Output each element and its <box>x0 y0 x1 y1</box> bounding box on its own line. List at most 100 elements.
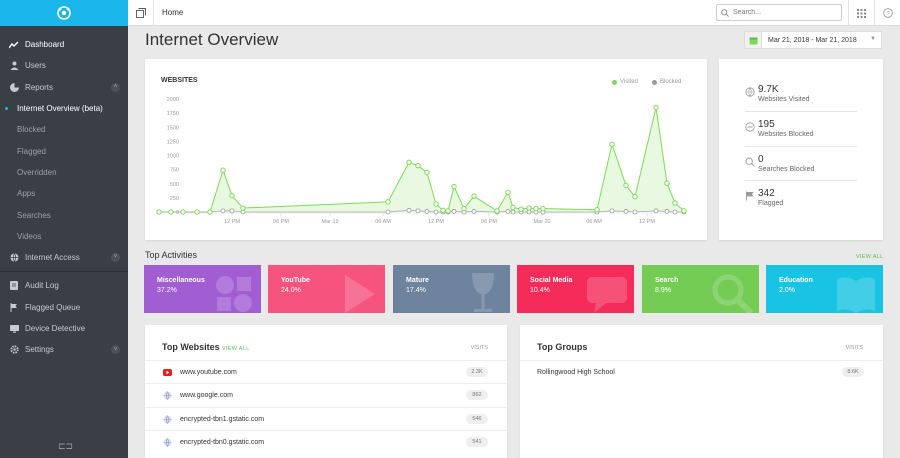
activity-tile-youtube[interactable]: YouTube 24.0% <box>268 265 385 313</box>
table-row[interactable]: www.google.com 862 <box>145 383 507 406</box>
activity-tile-mature[interactable]: Mature 17.4% <box>393 265 510 313</box>
stat-websites-blocked[interactable]: 195 Websites Blocked <box>745 119 857 138</box>
visited-point <box>445 208 451 214</box>
x-tick-label: Mar 20 <box>533 219 550 225</box>
stat-flagged[interactable]: 342 Flagged <box>745 188 857 207</box>
visits-badge: 541 <box>466 437 488 447</box>
visited-point <box>471 193 477 199</box>
sidebar-item-label: Device Detective <box>25 324 86 333</box>
legend-visited[interactable]: Visited <box>612 79 638 85</box>
blocked-point <box>672 209 678 215</box>
visited-point <box>240 205 246 211</box>
activity-tile-social-media[interactable]: Social Media 10.4% <box>517 265 634 313</box>
visited-point <box>518 206 524 212</box>
activity-tile-miscellaneous[interactable]: Miscellaneous 37.2% <box>144 265 261 313</box>
visited-point <box>424 169 430 176</box>
log-icon <box>9 281 19 291</box>
sidebar-item-label: Users <box>25 61 46 71</box>
breadcrumb[interactable]: Home <box>162 8 184 17</box>
date-range-picker[interactable]: Mar 21, 2018 - Mar 21, 2018 ▼ <box>744 31 882 49</box>
apps-grid-button[interactable] <box>848 0 874 26</box>
sidebar-item-reports[interactable]: Reports ˄ <box>0 77 128 98</box>
legend-blocked[interactable]: Blocked <box>652 79 681 85</box>
sidebar-subitem-videos[interactable]: Videos <box>0 226 128 247</box>
x-tick-label: 06 PM <box>481 219 497 225</box>
x-tick-label: 12 PM <box>428 219 444 225</box>
sidebar-item-users[interactable]: Users <box>0 55 128 76</box>
sidebar-subitem-flagged[interactable]: Flagged <box>0 140 128 161</box>
legend-label: Visited <box>620 79 638 85</box>
table-row[interactable]: encrypted-tbn1.gstatic.com 546 <box>145 407 507 430</box>
monitor-icon <box>9 324 19 334</box>
activities-view-all-link[interactable]: VIEW ALL <box>856 254 884 260</box>
blocked-point <box>424 209 430 214</box>
blocked-point <box>385 209 391 215</box>
sidebar-subitem-apps[interactable]: Apps <box>0 183 128 204</box>
x-tick-label: Mar 19 <box>321 219 338 225</box>
table-row[interactable]: www.youtube.com 2.3K <box>145 360 507 383</box>
activity-tile-education[interactable]: Education 2.0% <box>766 265 883 313</box>
websites-view-all-link[interactable]: VIEW ALL <box>222 346 250 352</box>
sidebar-subitem-label: Videos <box>17 231 42 241</box>
sidebar-subitem-overridden[interactable]: Overridden <box>0 162 128 183</box>
legend-dot-blocked <box>652 79 657 85</box>
stat-searches-blocked[interactable]: 0 Searches Blocked <box>745 154 857 173</box>
sidebar-item-dashboard[interactable]: Dashboard <box>0 34 128 55</box>
visited-point <box>533 205 539 212</box>
search-box[interactable] <box>716 4 842 21</box>
top-groups-card: Top Groups VISITS Rollingwood High Schoo… <box>520 325 883 458</box>
flag-icon <box>746 191 754 201</box>
sidebar-subitem-searches[interactable]: Searches <box>0 204 128 225</box>
table-row[interactable]: encrypted-tbn0.gstatic.com 541 <box>145 430 507 453</box>
stat-websites-visited[interactable]: 9.7K Websites Visited <box>745 84 857 103</box>
collapse-sidebar-icon[interactable]: ⊏⊐ <box>58 441 74 451</box>
date-range-value: Mar 21, 2018 - Mar 21, 2018 <box>768 36 857 44</box>
pie-chart-icon <box>9 82 19 92</box>
wine-glass-icon <box>472 273 494 312</box>
activity-tile-search[interactable]: Search 8.9% <box>642 265 759 313</box>
chevron-down-icon: ▼ <box>870 36 876 42</box>
visited-point <box>406 159 412 165</box>
logo-icon <box>57 6 71 20</box>
help-icon: ? <box>882 8 893 18</box>
search-input[interactable] <box>733 9 833 16</box>
x-tick-label: 06 AM <box>586 219 602 225</box>
visits-column-header: VISITS <box>845 345 863 351</box>
stat-label: Flagged <box>758 200 784 207</box>
tile-value: 8.9% <box>655 287 671 294</box>
websites-chart-card: WEBSITES Visited Blocked 0 250 500 750 1000 1… <box>145 59 707 240</box>
chevron-down-icon[interactable]: ˅ <box>111 252 120 262</box>
globe-icon <box>163 437 172 447</box>
sidebar-item-internet-access[interactable]: Internet Access ˅ <box>0 247 128 268</box>
table-row[interactable]: Rollingwood High School 8.6K <box>520 360 883 383</box>
tile-value: 37.2% <box>157 287 177 294</box>
visited-point <box>168 209 174 215</box>
y-tick-label: 250 <box>170 196 179 202</box>
chevron-up-icon[interactable]: ˄ <box>111 82 120 92</box>
stat-value: 0 <box>758 154 764 165</box>
sidebar-item-settings[interactable]: Settings ˅ <box>0 339 128 360</box>
gear-icon <box>9 345 19 355</box>
help-button[interactable]: ? <box>874 0 900 26</box>
legend-label: Blocked <box>660 79 682 85</box>
blocked-point <box>623 209 629 214</box>
sidebar-item-audit-log[interactable]: Audit Log <box>0 275 128 296</box>
sidebar-subitem-internet-overview[interactable]: Internet Overview (beta) <box>0 98 128 119</box>
globe-icon <box>163 390 172 400</box>
y-tick-label: 1250 <box>167 139 179 145</box>
search-icon <box>721 8 729 17</box>
tile-name: Social Media <box>530 277 573 284</box>
visited-point <box>594 207 600 213</box>
stat-label: Websites Visited <box>758 96 810 103</box>
blocked-point <box>471 209 477 214</box>
svg-text:?: ? <box>886 11 890 17</box>
sidebar-item-flagged-queue[interactable]: Flagged Queue <box>0 297 128 318</box>
sidebar-item-device-detective[interactable]: Device Detective <box>0 318 128 339</box>
sidebar-subitem-blocked[interactable]: Blocked <box>0 119 128 140</box>
chevron-down-icon[interactable]: ˅ <box>111 345 120 355</box>
app-logo[interactable] <box>0 0 128 26</box>
toggle-window-button[interactable] <box>128 0 154 26</box>
user-icon <box>9 61 19 71</box>
site-name: encrypted-tbn0.gstatic.com <box>180 438 265 446</box>
x-tick-label: 06 AM <box>375 219 391 225</box>
